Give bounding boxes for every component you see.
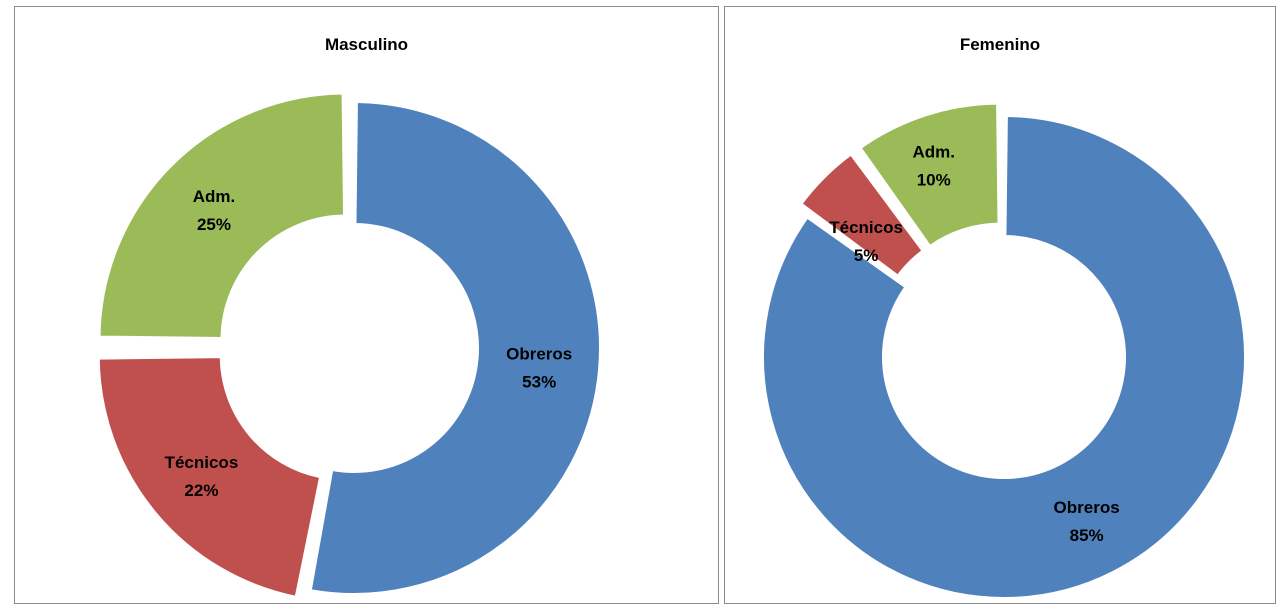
donut-chart-femenino: Obreros 85% Técnicos 5% Adm. 10% xyxy=(762,102,1246,599)
slice-obreros xyxy=(309,101,601,595)
slice-adm xyxy=(98,92,346,340)
slice-value-label: 53% xyxy=(522,373,556,392)
slice-tcnicos xyxy=(97,356,322,598)
slice-category-label: Obreros xyxy=(506,345,572,364)
slice-category-label: Técnicos xyxy=(829,218,903,237)
slice-value-label: 10% xyxy=(917,171,951,190)
slice-value-label: 25% xyxy=(197,215,231,234)
chart-femenino: Femenino Obreros 85% Técnicos 5% Adm. 10% xyxy=(724,6,1276,604)
slice-category-label: Técnicos xyxy=(165,453,239,472)
slice-value-label: 22% xyxy=(184,481,218,500)
chart-title: Femenino xyxy=(959,35,1041,54)
slice-value-label: 5% xyxy=(854,246,879,265)
chart-title: Masculino xyxy=(324,35,409,54)
slice-tcnicos xyxy=(800,153,924,277)
slice-value-label: 85% xyxy=(1070,526,1104,545)
slice-obreros xyxy=(762,115,1246,599)
slice-category-label: Adm. xyxy=(912,143,955,162)
slice-adm xyxy=(859,102,1000,248)
slice-category-label: Adm. xyxy=(193,187,236,206)
chart-masculino: Masculino Obreros 53% Técnicos 22% Adm. 25% xyxy=(14,6,719,604)
slice-category-label: Obreros xyxy=(1054,498,1120,517)
donut-chart-masculino: Obreros 53% Técnicos 22% Adm. 25% xyxy=(97,92,601,598)
